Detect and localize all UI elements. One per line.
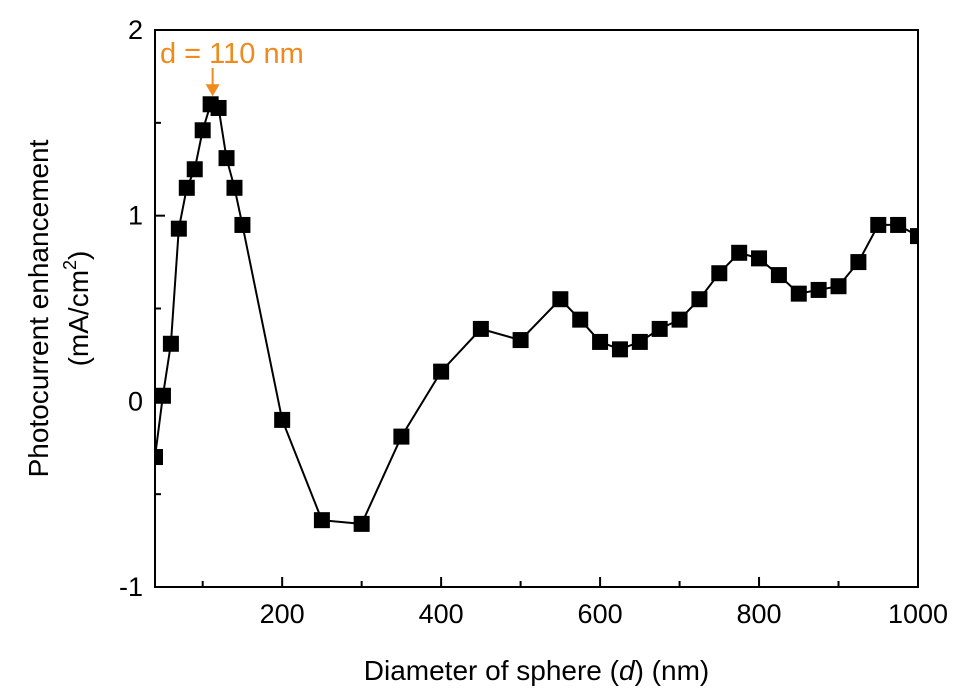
y-axis-title-close: ) bbox=[63, 251, 94, 260]
y-tick-label: 1 bbox=[128, 201, 143, 231]
x-tick-label: 800 bbox=[737, 599, 782, 629]
data-point bbox=[592, 333, 609, 350]
x-tick-label: 1000 bbox=[888, 599, 948, 629]
data-series bbox=[155, 96, 918, 532]
data-point bbox=[890, 216, 907, 233]
x-axis-title-part3: ) (nm) bbox=[635, 655, 710, 686]
data-point bbox=[218, 150, 235, 167]
data-point bbox=[155, 387, 171, 404]
data-point bbox=[790, 285, 807, 302]
data-point bbox=[393, 428, 410, 445]
data-point bbox=[611, 341, 628, 358]
data-point bbox=[711, 265, 728, 282]
x-tick-label: 600 bbox=[578, 599, 623, 629]
data-point bbox=[731, 244, 748, 261]
annotation-label: d = 110 nm bbox=[160, 38, 304, 70]
data-point bbox=[210, 99, 227, 116]
x-tick-label: 400 bbox=[419, 599, 464, 629]
data-point bbox=[691, 291, 708, 308]
data-point bbox=[226, 179, 243, 196]
data-point bbox=[274, 411, 291, 428]
data-point bbox=[234, 216, 251, 233]
data-point bbox=[751, 250, 768, 267]
data-point bbox=[572, 311, 589, 328]
tick-labels: 200 400 600 800 1000 -1 0 1 2 bbox=[119, 15, 948, 629]
peak-annotation: d = 110 nm bbox=[160, 38, 304, 97]
data-point bbox=[512, 332, 529, 349]
y-tick-label: 2 bbox=[128, 15, 143, 45]
y-axis-title-line2: (mA/cm2) bbox=[60, 251, 94, 367]
axis-ticks bbox=[155, 29, 919, 588]
x-tick-label: 200 bbox=[260, 599, 305, 629]
data-point bbox=[186, 161, 203, 178]
data-point bbox=[910, 228, 918, 245]
y-axis-title-line1: Photocurrent enhancement bbox=[23, 139, 54, 477]
data-point bbox=[671, 311, 688, 328]
plot-border bbox=[154, 29, 919, 588]
data-point bbox=[850, 254, 867, 271]
data-point bbox=[162, 335, 179, 352]
y-axis-title: Photocurrent enhancement (mA/cm2) bbox=[23, 139, 94, 477]
x-axis-title-part1: Diameter of sphere ( bbox=[364, 655, 620, 686]
x-axis-title: Diameter of sphere (d) (nm) bbox=[364, 655, 709, 686]
y-tick-label: 0 bbox=[128, 386, 143, 416]
data-point bbox=[170, 220, 187, 237]
y-axis-title-unit: (mA/cm bbox=[63, 270, 94, 366]
data-point bbox=[651, 320, 668, 337]
y-axis-title-superscript: 2 bbox=[60, 260, 80, 270]
y-tick-label: -1 bbox=[119, 572, 143, 602]
series-line bbox=[155, 102, 918, 525]
x-axis-title-variable: d bbox=[619, 655, 636, 686]
data-point bbox=[178, 179, 195, 196]
data-point bbox=[194, 122, 211, 139]
data-point bbox=[870, 216, 887, 233]
data-point bbox=[631, 333, 648, 350]
data-point bbox=[472, 320, 489, 337]
data-point bbox=[552, 291, 569, 308]
data-point bbox=[313, 512, 330, 529]
data-point bbox=[155, 449, 163, 466]
data-point bbox=[810, 281, 827, 298]
series-clipped bbox=[155, 96, 918, 532]
data-point bbox=[353, 515, 370, 532]
data-point bbox=[770, 267, 787, 284]
plot-frame bbox=[154, 29, 919, 588]
annotation-arrowhead bbox=[205, 84, 220, 97]
data-point bbox=[433, 363, 450, 380]
data-point bbox=[830, 278, 847, 295]
